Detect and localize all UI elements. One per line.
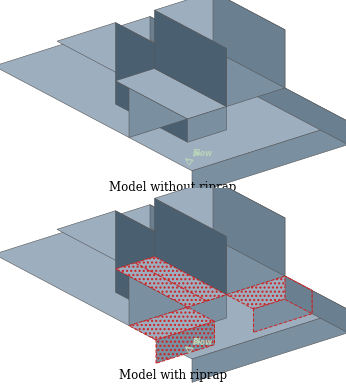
- Polygon shape: [116, 68, 227, 119]
- Polygon shape: [129, 61, 188, 137]
- Polygon shape: [156, 321, 215, 363]
- Polygon shape: [116, 257, 227, 307]
- Polygon shape: [227, 30, 285, 106]
- Text: Flow: Flow: [193, 149, 213, 158]
- Polygon shape: [213, 180, 285, 276]
- Polygon shape: [116, 269, 188, 330]
- Polygon shape: [0, 205, 346, 359]
- Polygon shape: [57, 23, 188, 79]
- Polygon shape: [188, 295, 227, 330]
- Text: Model with riprap: Model with riprap: [119, 369, 227, 382]
- Polygon shape: [150, 17, 346, 145]
- Text: Flow: Flow: [193, 338, 213, 346]
- Polygon shape: [116, 81, 188, 142]
- Polygon shape: [155, 199, 227, 295]
- Polygon shape: [155, 0, 285, 48]
- Polygon shape: [155, 10, 227, 106]
- Polygon shape: [0, 17, 346, 171]
- Text: Model without riprap: Model without riprap: [109, 181, 237, 194]
- Polygon shape: [254, 290, 312, 332]
- Polygon shape: [129, 307, 215, 340]
- Polygon shape: [155, 180, 285, 237]
- Polygon shape: [57, 211, 188, 267]
- Polygon shape: [227, 276, 312, 309]
- Polygon shape: [227, 218, 285, 295]
- Polygon shape: [150, 205, 346, 333]
- Polygon shape: [192, 121, 346, 194]
- Polygon shape: [116, 23, 188, 119]
- Polygon shape: [116, 263, 207, 307]
- Polygon shape: [213, 0, 285, 88]
- Polygon shape: [129, 249, 188, 326]
- Polygon shape: [192, 310, 346, 382]
- Polygon shape: [135, 257, 227, 301]
- Polygon shape: [188, 106, 227, 142]
- Polygon shape: [116, 211, 188, 307]
- Polygon shape: [285, 276, 312, 314]
